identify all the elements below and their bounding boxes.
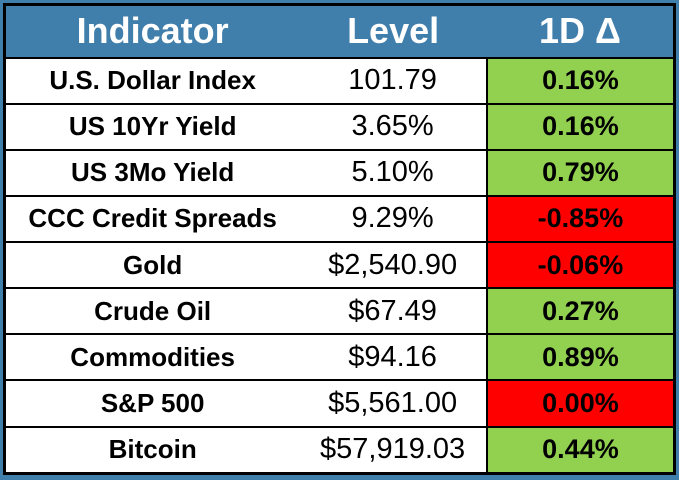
indicator-cell: S&P 500 <box>4 379 300 427</box>
level-cell: 9.29% <box>299 194 487 243</box>
level-cell: $2,540.90 <box>299 241 487 289</box>
delta-cell: 0.16% <box>485 56 675 104</box>
table-row: Bitcoin $57,919.03 0.44% <box>4 425 675 474</box>
indicator-cell: Gold <box>4 241 300 289</box>
col-header-indicator: Indicator <box>4 4 300 58</box>
delta-cell: -0.85% <box>485 194 675 243</box>
indicators-table: Indicator Level 1D Δ U.S. Dollar Index 1… <box>3 3 676 475</box>
delta-cell: 0.44% <box>485 425 675 474</box>
indicator-cell: Crude Oil <box>4 287 300 335</box>
indicator-cell: US 10Yr Yield <box>4 102 300 150</box>
indicator-cell: CCC Credit Spreads <box>4 194 300 243</box>
table-row: S&P 500 $5,561.00 0.00% <box>4 379 675 427</box>
level-cell: $57,919.03 <box>299 425 487 474</box>
table-row: US 10Yr Yield 3.65% 0.16% <box>4 102 675 150</box>
table-row: U.S. Dollar Index 101.79 0.16% <box>4 56 675 104</box>
level-cell: 5.10% <box>299 148 487 196</box>
level-cell: 101.79 <box>299 56 487 104</box>
table-row: US 3Mo Yield 5.10% 0.79% <box>4 148 675 196</box>
table-row: Commodities $94.16 0.89% <box>4 333 675 381</box>
table-row: CCC Credit Spreads 9.29% -0.85% <box>4 194 675 243</box>
indicator-cell: U.S. Dollar Index <box>4 56 300 104</box>
header-row: Indicator Level 1D Δ <box>4 4 675 58</box>
level-cell: 3.65% <box>299 102 487 150</box>
delta-cell: 0.27% <box>485 287 675 335</box>
level-cell: $67.49 <box>299 287 487 335</box>
level-cell: $94.16 <box>299 333 487 381</box>
delta-cell: -0.06% <box>485 241 675 289</box>
delta-cell: 0.00% <box>485 379 675 427</box>
table-row: Gold $2,540.90 -0.06% <box>4 241 675 289</box>
indicator-cell: Commodities <box>4 333 300 381</box>
col-header-1d-delta: 1D Δ <box>486 4 675 58</box>
delta-cell: 0.16% <box>485 102 675 150</box>
level-cell: $5,561.00 <box>299 379 487 427</box>
table-row: Crude Oil $67.49 0.27% <box>4 287 675 335</box>
col-header-level: Level <box>299 4 487 58</box>
delta-cell: 0.89% <box>485 333 675 381</box>
indicator-cell: US 3Mo Yield <box>4 148 300 196</box>
indicator-cell: Bitcoin <box>4 425 300 474</box>
delta-cell: 0.79% <box>485 148 675 196</box>
